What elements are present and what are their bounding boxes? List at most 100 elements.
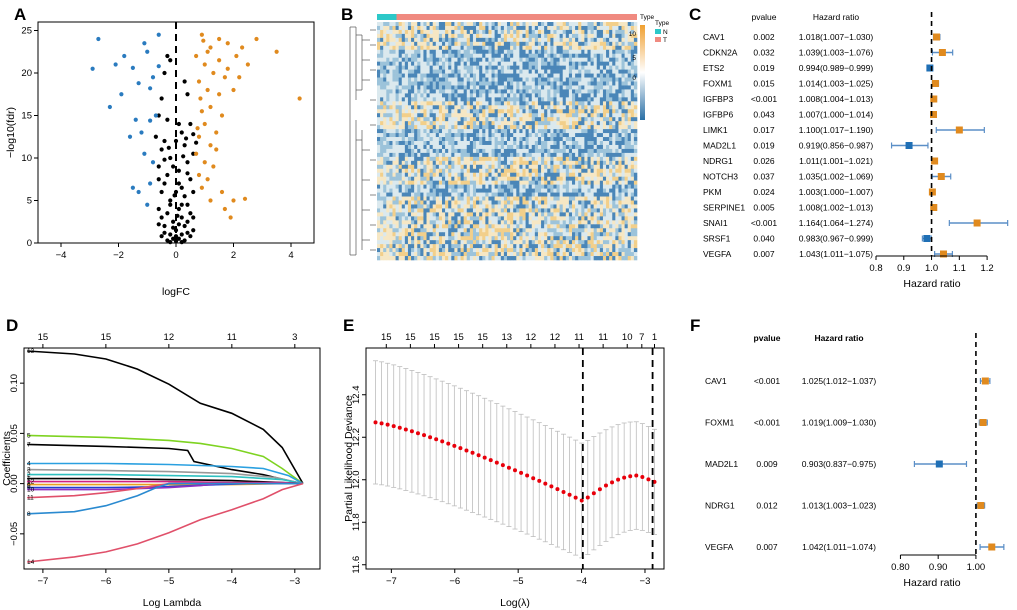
heat-cell [414,137,418,142]
heat-cell [380,248,384,253]
heat-cell [488,65,492,70]
heat-cell [380,192,384,197]
heat-cell [454,160,458,166]
heat-cell [559,121,564,126]
heat-cell [541,180,545,185]
heat-cell [559,216,564,221]
heat-cell [615,144,619,150]
heat-cell [606,41,610,47]
heat-cell [578,224,582,229]
heat-cell [380,224,384,229]
heat-cell [426,200,430,205]
heat-cell [395,220,399,225]
heat-cell [500,41,505,47]
heat-cell [389,216,393,221]
heat-cell [568,220,573,225]
heat-cell [438,61,443,66]
heat-cell [510,168,514,174]
heat-cell [420,65,424,70]
heat-cell [392,77,396,82]
heat-cell [609,212,613,217]
heat-cell [432,240,437,245]
heat-cell [537,176,542,181]
heat-cell [578,25,582,31]
heat-cell [429,85,434,90]
heat-cell [395,236,399,241]
heat-cell [553,53,557,58]
heat-cell [429,152,434,158]
heat-cell [457,121,461,126]
heat-cell [556,113,560,118]
heat-cell [411,172,415,177]
heat-cell [377,121,381,126]
heat-cell [621,180,625,185]
heat-cell [572,81,576,86]
heat-cell [429,69,434,74]
heat-cell [510,212,514,217]
heat-cell [445,236,449,241]
heat-cell [559,45,564,51]
data-point [205,49,210,54]
heat-cell [377,53,381,58]
heat-cell [466,188,471,193]
heat-cell [541,77,545,82]
heat-cell [404,41,409,47]
heat-cell [522,176,526,181]
heat-cell [630,129,635,134]
heat-cell [547,141,551,146]
heat-cell [392,240,396,245]
heat-cell [488,192,492,197]
heat-cell [411,77,415,82]
heat-cell [516,65,520,70]
heat-cell [630,101,635,106]
heat-cell [482,200,486,205]
heat-cell [584,117,588,122]
heat-cell [550,168,554,174]
heat-cell [438,216,443,221]
heat-cell [516,101,520,106]
heat-cell [587,61,591,66]
heat-cell [572,37,576,43]
heat-cell [389,97,393,102]
heat-cell [417,49,421,55]
heat-cell [556,49,560,55]
heat-cell [609,125,613,130]
heat-cell [432,192,437,197]
heat-cell [559,141,564,146]
heat-cell [593,188,598,193]
heat-cell [547,152,551,158]
heat-cell [503,160,508,166]
heat-cell [448,22,452,27]
heat-cell [534,160,539,166]
heat-cell [442,148,446,154]
heat-cell [442,89,446,94]
heat-cell [621,204,625,209]
heat-cell [624,61,629,66]
heat-cell [516,49,520,55]
heat-cell [457,49,461,55]
heat-cell [599,184,604,189]
heat-cell [414,236,418,241]
heat-cell [565,105,570,110]
heat-cell [380,244,384,249]
heat-cell [507,129,511,134]
heat-cell [457,164,461,170]
heat-cell [531,22,536,27]
heat-cell [615,176,619,181]
heat-cell [606,22,610,27]
heat-cell [404,208,409,213]
heat-cell [615,53,619,58]
heat-cell [395,133,399,138]
heat-cell [494,188,499,193]
heat-cell [568,33,573,39]
data-point [176,206,181,212]
heat-cell [609,57,613,62]
heat-cell [460,25,464,31]
heat-cell [448,129,452,134]
heat-cell [466,141,471,146]
heat-cell [457,212,461,217]
heat-cell [578,144,582,150]
heat-cell [507,113,511,118]
heat-cell [423,208,427,213]
heat-cell [395,53,399,58]
